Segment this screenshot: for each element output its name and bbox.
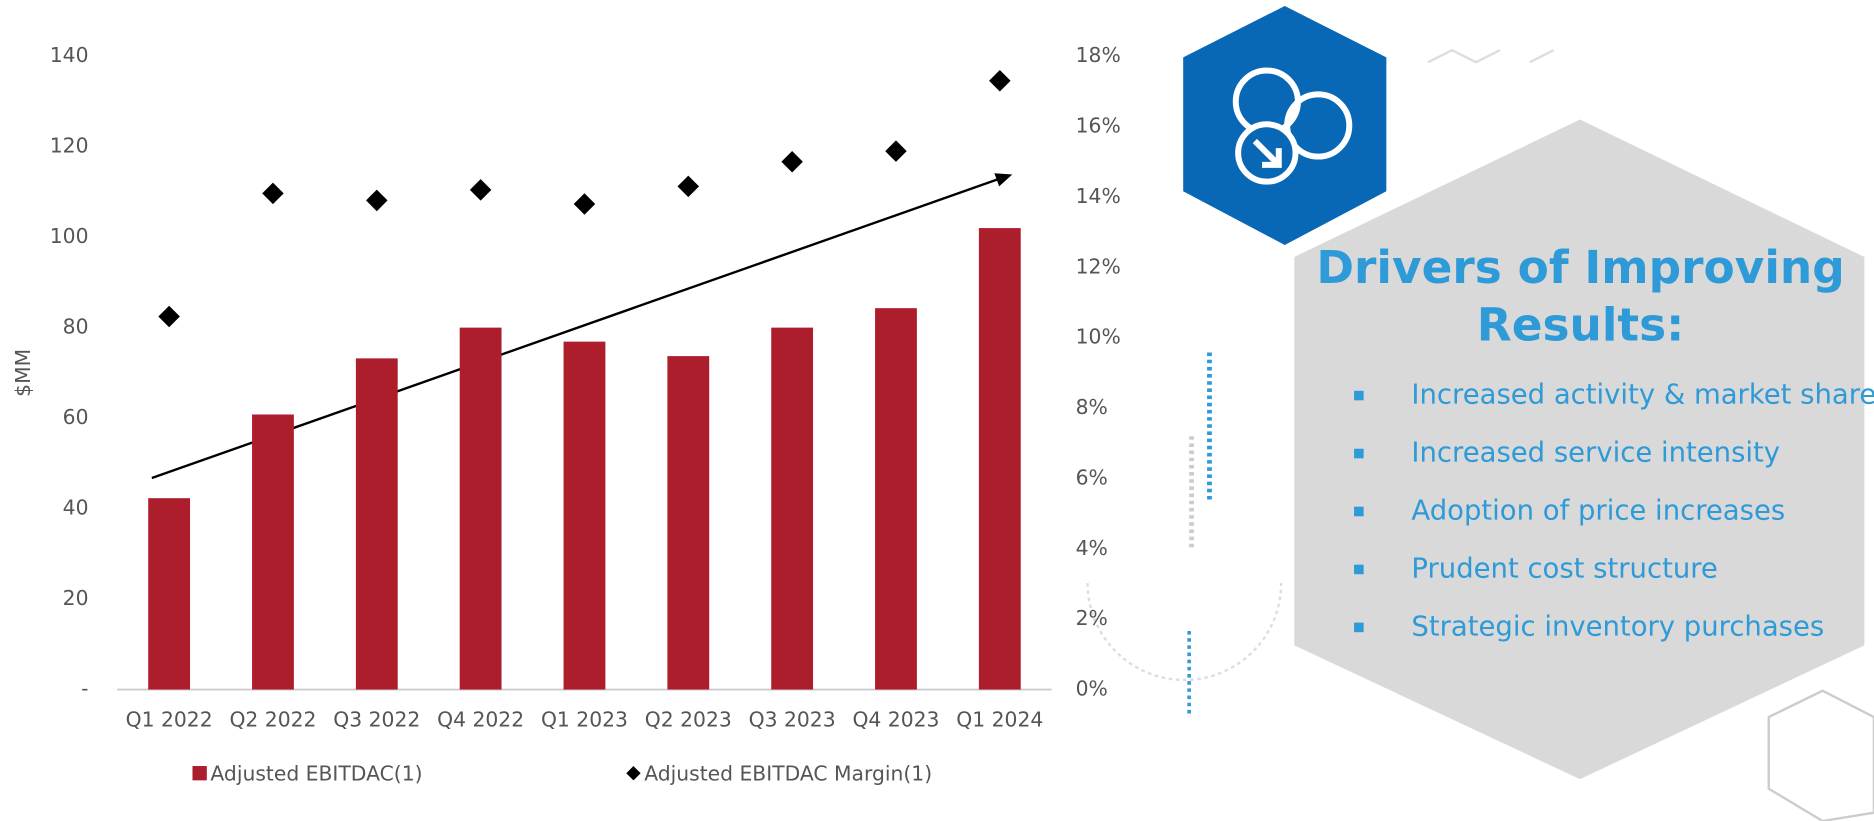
y2-tick-label: 2% xyxy=(1076,606,1108,630)
diamond xyxy=(366,189,388,212)
legend-label: Adjusted EBITDAC(1) xyxy=(210,761,422,785)
y2-tick-label: 18% xyxy=(1076,43,1121,67)
x-tick-label: Q1 2024 xyxy=(956,708,1043,732)
y2-tick-label: 12% xyxy=(1076,254,1121,278)
x-tick-label: Q2 2022 xyxy=(229,708,316,732)
legend-label: Adjusted EBITDAC Margin(1) xyxy=(644,761,932,785)
y2-tick-label: 0% xyxy=(1076,677,1108,701)
x-tick-label: Q3 2023 xyxy=(749,708,836,732)
y-tick-label: - xyxy=(81,677,88,701)
y2-tick-label: 14% xyxy=(1076,184,1121,208)
bullet-text: Adoption of price increases xyxy=(1411,494,1785,526)
y-tick-label: 140 xyxy=(50,43,89,67)
y2-tick-label: 8% xyxy=(1076,395,1108,419)
bullet-text: Strategic inventory purchases xyxy=(1411,610,1824,642)
bar xyxy=(875,308,917,690)
y-axis-label: $MM xyxy=(11,349,35,397)
bullet-text: Prudent cost structure xyxy=(1411,552,1717,584)
legend-swatch xyxy=(626,766,641,781)
x-tick-label: Q1 2023 xyxy=(541,708,628,732)
bullet-text: Increased activity & market share xyxy=(1411,379,1874,411)
y-tick-label: 100 xyxy=(50,224,89,248)
legend-swatch xyxy=(192,766,207,781)
panel-title: Drivers of Improving Results: xyxy=(1316,241,1845,352)
y-tick-label: 120 xyxy=(50,134,89,158)
diamond xyxy=(158,305,180,328)
bullet-marker xyxy=(1354,506,1364,517)
diamond xyxy=(262,182,284,205)
bar xyxy=(771,327,814,690)
x-tick-label: Q4 2023 xyxy=(852,708,939,732)
bar xyxy=(563,341,606,690)
bar xyxy=(148,498,191,690)
panel-title-box: Drivers of Improving Results: xyxy=(1316,241,1845,352)
bullet-marker xyxy=(1354,564,1364,575)
bullet-text: Increased service intensity xyxy=(1411,437,1780,469)
y-tick-label: 20 xyxy=(63,586,89,610)
y-tick-label: 80 xyxy=(63,315,89,339)
y-tick-label: 60 xyxy=(63,405,89,429)
diamond xyxy=(989,70,1011,92)
y2-tick-label: 16% xyxy=(1076,114,1121,138)
bar xyxy=(459,327,502,690)
bar xyxy=(667,356,710,690)
y-tick-label: 40 xyxy=(63,496,89,520)
diamond xyxy=(573,193,596,215)
y2-tick-label: 4% xyxy=(1076,536,1108,560)
bar xyxy=(978,228,1021,690)
bar xyxy=(252,414,294,690)
y2-tick-label: 10% xyxy=(1076,325,1121,349)
x-tick-label: Q3 2022 xyxy=(333,708,420,732)
bar xyxy=(355,358,398,690)
y2-tick-label: 6% xyxy=(1076,465,1108,489)
diamond xyxy=(677,175,700,198)
x-tick-label: Q1 2022 xyxy=(126,708,213,732)
x-tick-label: Q4 2022 xyxy=(437,708,524,732)
bullet-marker xyxy=(1354,448,1364,459)
bullet-marker xyxy=(1354,390,1364,401)
x-tick-label: Q2 2023 xyxy=(645,708,732,732)
diamond xyxy=(469,179,492,201)
diamond xyxy=(885,140,907,162)
bullet-marker xyxy=(1354,622,1364,633)
diamond xyxy=(781,150,803,173)
